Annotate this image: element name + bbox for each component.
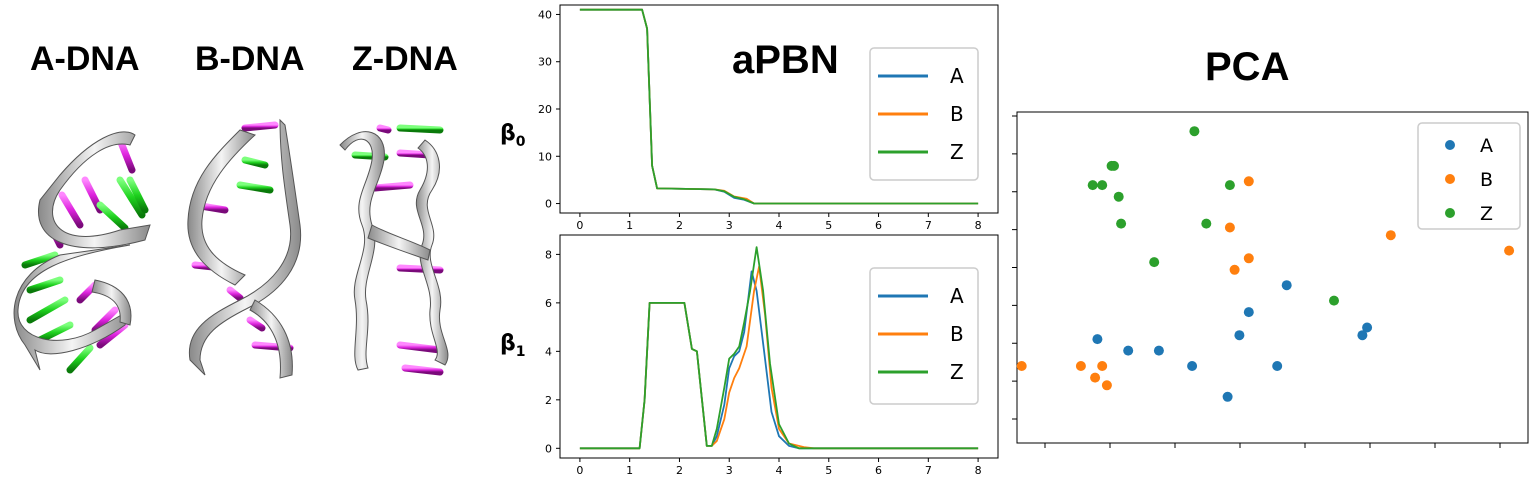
legend-label-z: Z	[950, 360, 964, 384]
scatter-point-a	[1234, 330, 1245, 341]
legend-box	[1417, 122, 1521, 230]
x-tick-label: 5	[825, 464, 832, 477]
x-tick-label: 7	[925, 464, 932, 477]
x-tick-label: 3	[726, 219, 733, 232]
scatter-point-b	[1016, 361, 1027, 371]
scatter-point-b	[1504, 245, 1515, 256]
x-tick-label: 3	[726, 464, 733, 477]
x-tick-label: 7	[925, 219, 932, 232]
plot-frame	[1016, 111, 1529, 444]
scatter-point-z	[1149, 257, 1160, 268]
y-tick-label: 30	[538, 56, 552, 69]
series-line-z	[579, 8, 979, 205]
a-dna-title: A-DNA	[30, 40, 140, 78]
scatter-point-b	[1385, 230, 1396, 241]
scatter-point-a	[1153, 345, 1164, 356]
scatter-point-z	[1224, 180, 1235, 191]
x-tick-label: 2	[676, 464, 683, 477]
y-tick-label: 4	[545, 345, 552, 358]
legend-marker-b	[1445, 174, 1455, 184]
scatter-point-b	[1243, 176, 1254, 187]
scatter-point-a	[1281, 280, 1292, 291]
x-tick-label: 2	[676, 219, 683, 232]
scatter-point-a	[1362, 322, 1373, 333]
y-axis-label: β1	[500, 331, 526, 360]
legend-box	[869, 267, 979, 405]
scatter-point-z	[1201, 218, 1212, 229]
x-tick-label: 4	[776, 219, 783, 232]
scatter-point-b	[1097, 361, 1108, 371]
scatter-point-z	[1189, 126, 1200, 137]
scatter-point-a	[1187, 361, 1198, 371]
legend-label-a: A	[1480, 135, 1493, 157]
legend-label-a: A	[950, 284, 964, 308]
dna-illustrations	[13, 118, 449, 379]
y-tick-label: 8	[545, 248, 552, 261]
scatter-point-a	[1092, 334, 1103, 345]
legend-label-b: B	[950, 322, 964, 346]
y-tick-label: 10	[538, 150, 552, 163]
scatter-point-z	[1097, 180, 1108, 191]
scatter-point-b	[1224, 222, 1235, 233]
scatter-point-a	[1123, 345, 1134, 356]
series-line-z	[579, 246, 979, 450]
scatter-point-b	[1101, 380, 1112, 391]
x-tick-label: 4	[776, 464, 783, 477]
x-tick-label: 1	[626, 464, 633, 477]
b-dna-title: B-DNA	[195, 40, 305, 78]
z-dna-illustration	[339, 124, 449, 376]
legend-marker-z	[1445, 208, 1455, 218]
scatter-point-b	[1090, 372, 1101, 383]
y-tick-label: 2	[545, 394, 552, 407]
scatter-point-z	[1113, 191, 1124, 202]
legend-label-b: B	[950, 102, 964, 126]
dna-structures-panel: A-DNA B-DNA Z-DNA	[0, 0, 490, 480]
scatter-point-z	[1087, 180, 1098, 191]
y-axis-label: β0	[500, 121, 526, 150]
x-tick-label: 0	[576, 219, 583, 232]
b-dna-illustration	[187, 118, 302, 379]
scatter-point-a	[1272, 361, 1283, 371]
scatter-point-a	[1357, 330, 1368, 341]
legend-label-z: Z	[950, 140, 964, 164]
scatter-point-b	[1075, 361, 1086, 371]
y-tick-label: 0	[545, 198, 552, 211]
x-tick-label: 0	[576, 464, 583, 477]
y-axis-label-symbol: β	[500, 121, 516, 146]
z-dna-title: Z-DNA	[352, 40, 458, 78]
apbn-title: aPBN	[732, 38, 839, 82]
legend-label-a: A	[950, 64, 964, 88]
a-dna-illustration	[13, 131, 151, 374]
scatter-point-z	[1109, 160, 1119, 171]
y-tick-label: 40	[538, 8, 552, 21]
y-tick-label: 6	[545, 297, 552, 310]
scatter-point-a	[1222, 391, 1233, 402]
scatter-point-a	[1243, 307, 1254, 318]
x-tick-label: 5	[825, 219, 832, 232]
x-tick-label: 6	[875, 219, 882, 232]
y-axis-label-subscript: 1	[516, 344, 526, 360]
scatter-point-z	[1116, 218, 1127, 229]
x-tick-label: 6	[875, 464, 882, 477]
x-tick-label: 1	[626, 219, 633, 232]
legend-marker-a	[1445, 140, 1455, 150]
y-axis-label-subscript: 0	[516, 134, 526, 150]
scatter-point-b	[1243, 253, 1254, 264]
y-axis-label-symbol: β	[500, 331, 516, 356]
y-tick-label: 20	[538, 103, 552, 116]
legend-label-z: Z	[1480, 203, 1493, 225]
x-tick-label: 8	[975, 219, 982, 232]
scatter-point-z	[1329, 295, 1339, 306]
x-tick-label: 8	[975, 464, 982, 477]
pca-title: PCA	[1205, 45, 1290, 89]
y-tick-label: 0	[545, 442, 552, 455]
scatter-point-b	[1229, 264, 1240, 275]
legend-label-b: B	[1480, 169, 1493, 191]
